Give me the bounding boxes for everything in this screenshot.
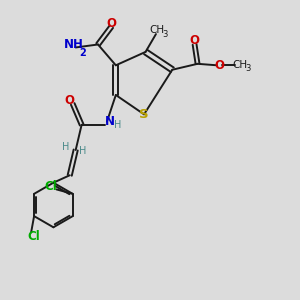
Text: H: H xyxy=(61,142,69,152)
Text: N: N xyxy=(105,115,115,128)
Text: CH: CH xyxy=(232,60,247,70)
Text: H: H xyxy=(80,146,87,157)
Text: Cl: Cl xyxy=(27,230,40,243)
Text: CH: CH xyxy=(150,25,165,34)
Text: 2: 2 xyxy=(79,48,86,58)
Text: 3: 3 xyxy=(163,30,168,39)
Text: H: H xyxy=(114,120,121,130)
Text: S: S xyxy=(139,108,149,121)
Text: O: O xyxy=(106,16,116,30)
Text: O: O xyxy=(190,34,200,47)
Text: O: O xyxy=(214,59,224,72)
Text: NH: NH xyxy=(64,38,84,51)
Text: Cl: Cl xyxy=(44,180,57,193)
Text: O: O xyxy=(65,94,75,106)
Text: 3: 3 xyxy=(245,64,250,74)
